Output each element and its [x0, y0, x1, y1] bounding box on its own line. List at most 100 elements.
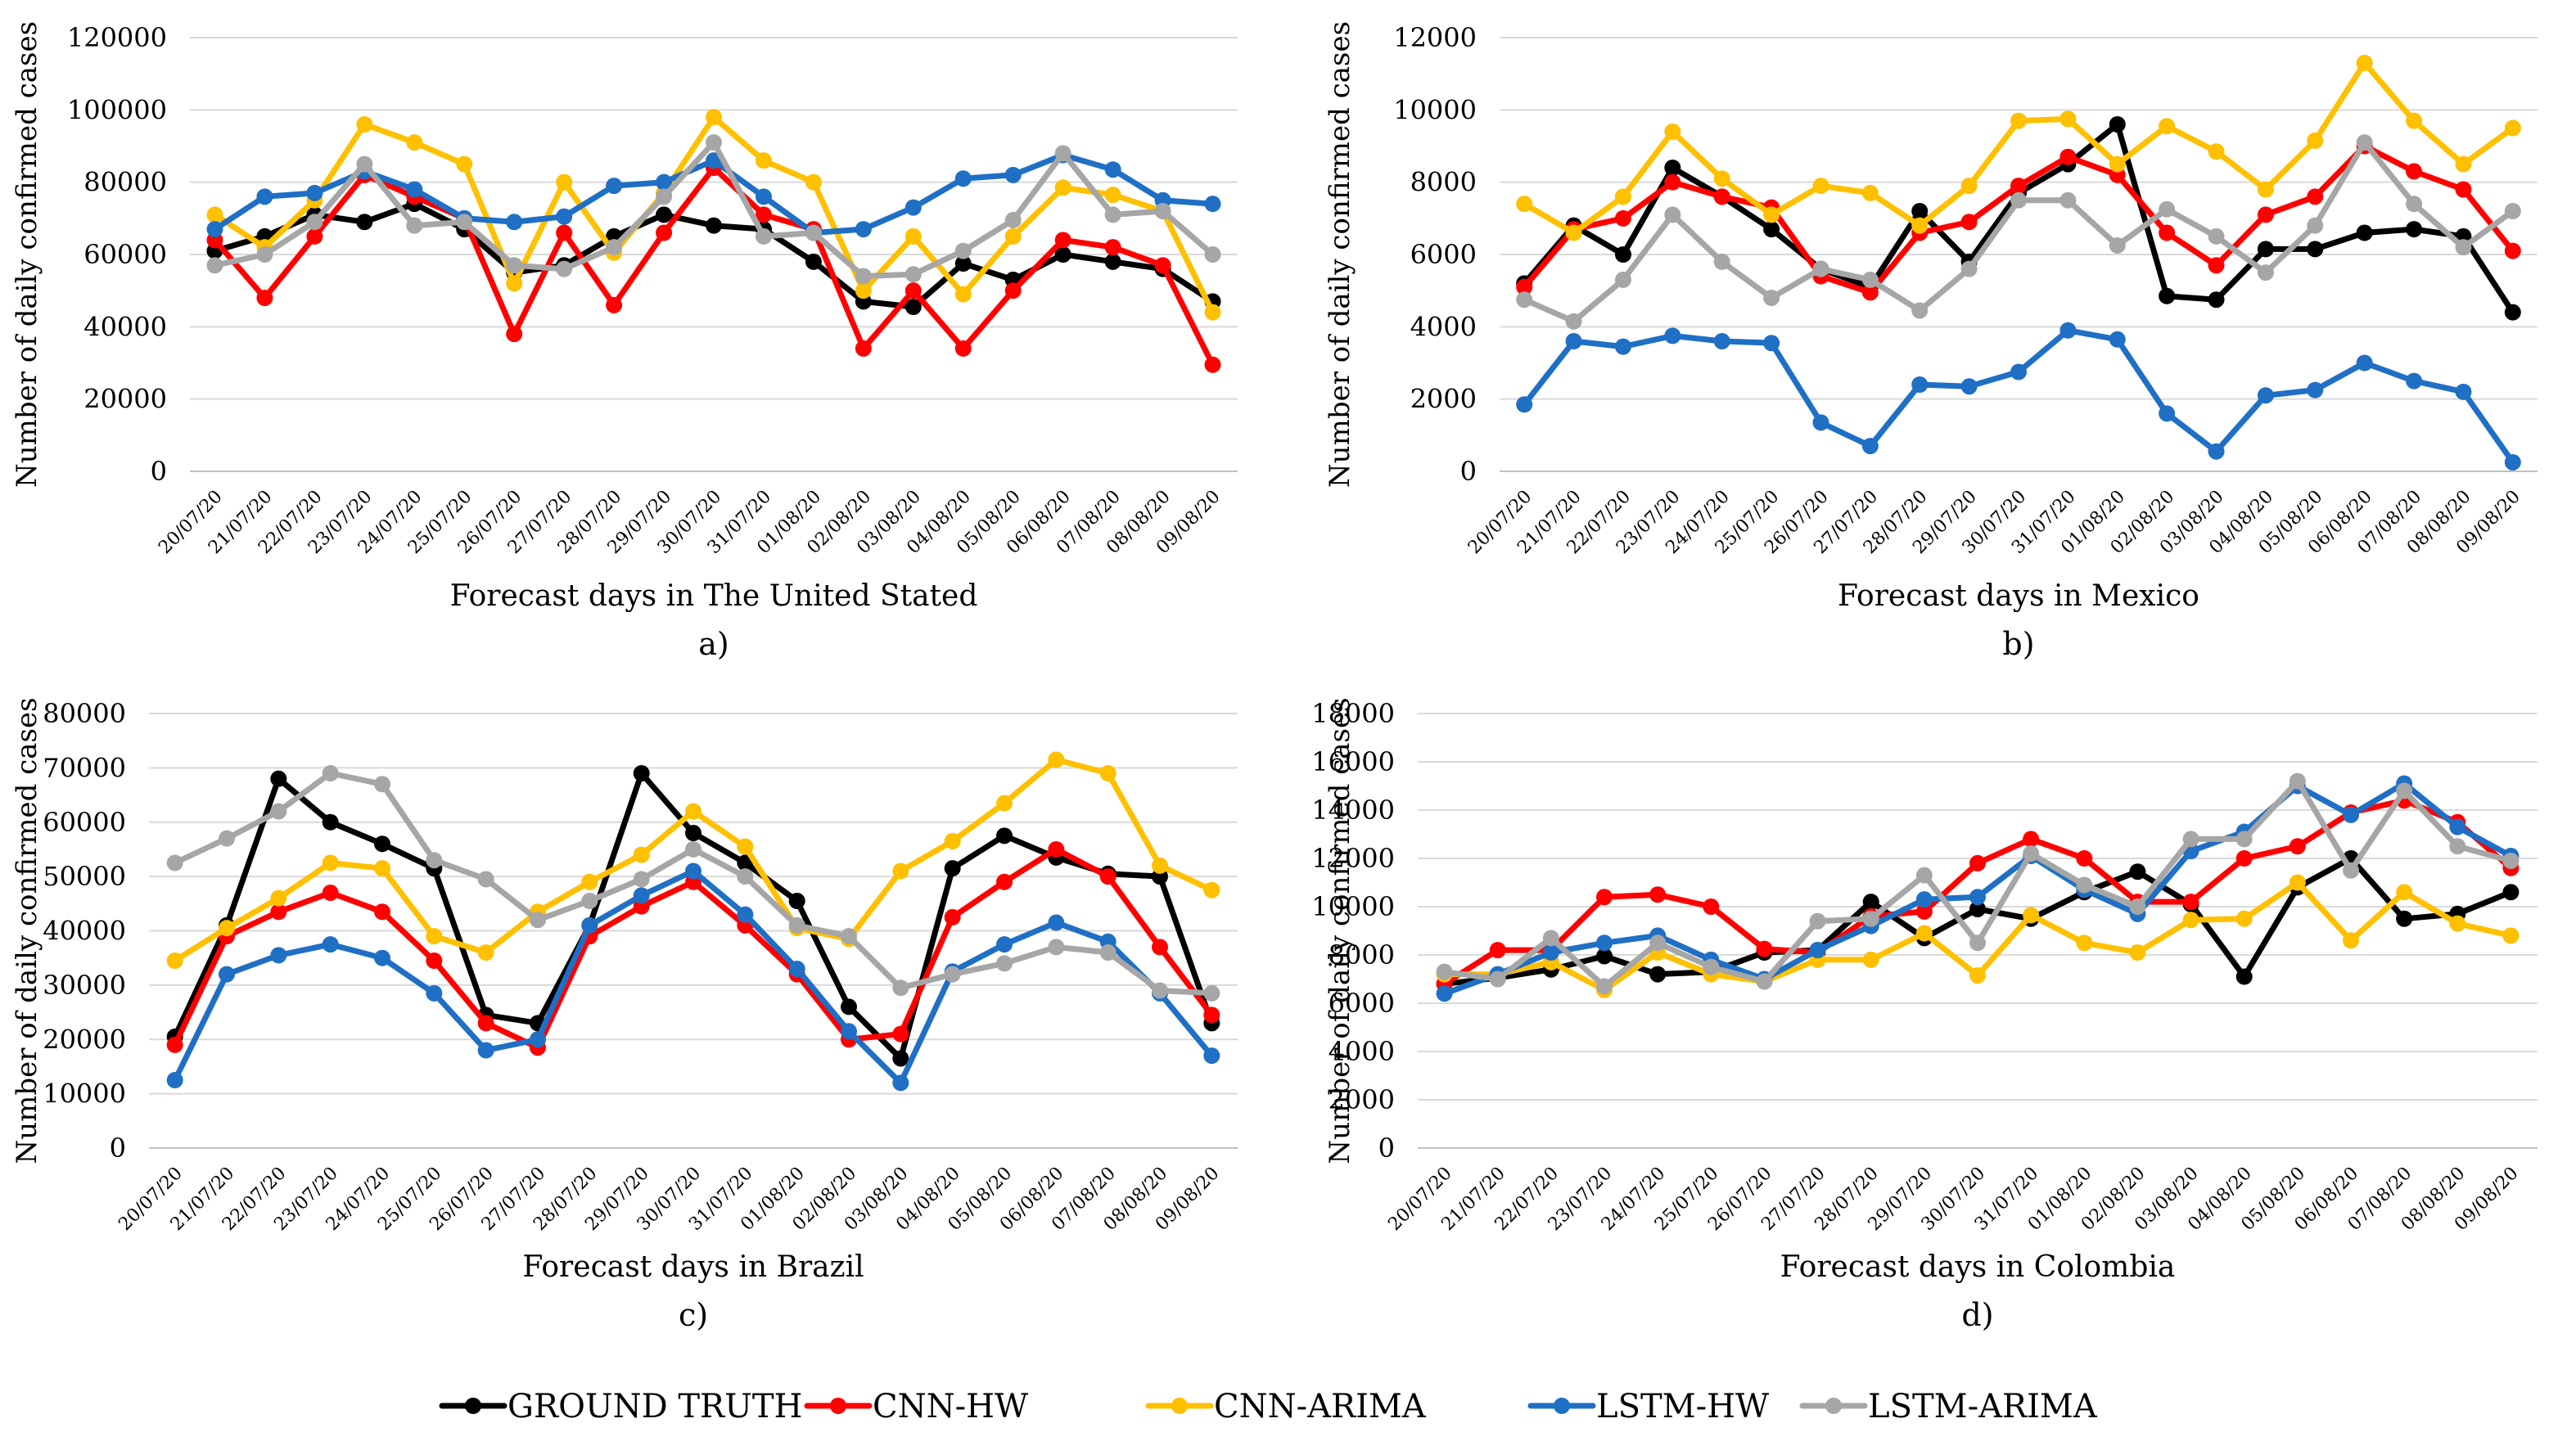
data-point-lstm-hw [530, 1031, 546, 1048]
data-point-lstm-arima [356, 155, 373, 173]
data-point-lstm-hw [1969, 889, 1986, 906]
data-point-cnn-arima [556, 173, 573, 191]
data-point-cnn-arima [1054, 179, 1071, 196]
data-point-lstm-arima [477, 871, 494, 888]
data-point-cnn-hw [2406, 163, 2423, 180]
data-point-cnn-hw [892, 1025, 909, 1042]
data-point-lstm-arima [954, 242, 972, 259]
panel-label: d) [1961, 1297, 1993, 1333]
data-point-lstm-arima [2129, 898, 2146, 915]
data-point-ground-truth [2356, 224, 2373, 241]
data-point-cnn-hw [1048, 840, 1065, 858]
data-point-cnn-arima [1664, 123, 1681, 140]
data-point-cnn-hw [2208, 257, 2225, 274]
data-point-cnn-arima [477, 944, 494, 961]
data-point-cnn-arima [1104, 187, 1121, 204]
data-point-lstm-arima [530, 912, 546, 929]
data-point-cnn-arima [206, 206, 223, 223]
data-point-cnn-arima [506, 275, 523, 292]
data-point-lstm-arima [1911, 302, 1929, 319]
data-point-lstm-hw [219, 966, 235, 983]
series-cnn-arima [166, 751, 1220, 970]
data-point-lstm-arima [166, 854, 183, 871]
data-point-cnn-hw [1703, 898, 1720, 915]
data-point-lstm-hw [206, 221, 223, 238]
data-point-cnn-hw [374, 903, 390, 921]
data-point-cnn-hw [426, 952, 443, 970]
legend-item-lstm-arima: LSTM-ARIMA [1799, 1388, 2098, 1425]
data-point-lstm-hw [2343, 806, 2359, 823]
data-point-ground-truth [2109, 116, 2126, 133]
y-tick-label: 8000 [1410, 167, 1477, 198]
data-point-cnn-arima [2182, 912, 2199, 929]
legend-label: CNN-ARIMA [1214, 1388, 1427, 1425]
data-point-lstm-arima [706, 134, 722, 151]
data-point-lstm-hw [374, 949, 390, 966]
data-point-lstm-arima [256, 246, 273, 263]
data-point-cnn-arima [1516, 196, 1533, 213]
data-point-cnn-arima [1911, 217, 1929, 234]
data-point-cnn-hw [2076, 850, 2093, 867]
y-tick-label: 10000 [1311, 891, 1395, 922]
data-point-ground-truth [737, 854, 754, 871]
data-point-lstm-arima [905, 266, 922, 283]
data-point-lstm-arima [2023, 845, 2040, 862]
data-point-ground-truth [892, 1050, 909, 1067]
data-point-cnn-arima [270, 889, 287, 907]
data-point-lstm-arima [2502, 852, 2520, 869]
data-point-ground-truth [1969, 900, 1986, 917]
data-point-ground-truth [633, 765, 650, 782]
data-point-lstm-hw [477, 1042, 494, 1059]
data-point-lstm-arima [1048, 939, 1065, 956]
y-tick-label: 100000 [67, 94, 167, 125]
data-point-lstm-arima [1915, 867, 1933, 884]
legend-label: CNN-HW [873, 1388, 1028, 1425]
data-point-cnn-arima [2257, 181, 2274, 198]
data-point-lstm-arima [2182, 831, 2199, 848]
data-point-cnn-hw [1489, 942, 1506, 959]
data-point-cnn-hw [1756, 940, 1773, 957]
data-point-lstm-arima [755, 227, 772, 245]
data-point-lstm-hw [2504, 453, 2521, 471]
data-point-ground-truth [788, 892, 805, 909]
data-point-ground-truth [1911, 203, 1929, 219]
data-point-lstm-arima [1862, 910, 1879, 927]
series-cnn-hw [166, 840, 1220, 1056]
x-axis-title: Forecast days in Mexico [1838, 579, 2199, 613]
data-point-lstm-hw [2406, 372, 2423, 390]
data-point-ground-truth [905, 299, 922, 316]
data-point-lstm-arima [1565, 313, 1582, 330]
data-point-lstm-arima [1152, 982, 1168, 999]
data-point-ground-truth [996, 827, 1013, 844]
data-point-lstm-arima [633, 871, 650, 888]
data-point-ground-truth [1763, 221, 1780, 238]
data-point-lstm-arima [306, 214, 323, 231]
data-point-ground-truth [2235, 968, 2253, 985]
data-point-lstm-arima [206, 257, 223, 274]
data-point-cnn-hw [1152, 939, 1168, 956]
data-point-cnn-hw [270, 903, 287, 921]
data-point-cnn-arima [2076, 934, 2093, 952]
chart-panel-c: 0 10000 20000 30000 40000 50000 60000 70000 8000… [11, 697, 1238, 1333]
data-point-lstm-arima [1596, 978, 1613, 995]
data-point-cnn-arima [1862, 951, 1879, 968]
data-point-cnn-arima [2129, 944, 2146, 961]
y-tick-label: 80000 [43, 698, 126, 729]
data-point-cnn-hw [2289, 838, 2306, 855]
data-point-lstm-arima [322, 765, 339, 782]
data-point-cnn-hw [1204, 356, 1221, 373]
data-point-lstm-hw [996, 936, 1013, 953]
legend-swatch-marker [465, 1398, 481, 1414]
data-point-ground-truth [954, 255, 972, 272]
data-point-lstm-arima [374, 776, 390, 793]
data-point-cnn-arima [944, 832, 961, 849]
y-tick-label: 80000 [83, 167, 167, 198]
data-point-cnn-arima [1565, 224, 1582, 241]
y-tick-label: 6000 [1410, 239, 1477, 270]
data-point-lstm-hw [2059, 322, 2077, 339]
data-point-lstm-hw [606, 178, 623, 195]
data-point-lstm-hw [1960, 378, 1978, 395]
y-axis-title: Number of daily confirmed cases [11, 21, 43, 488]
data-point-cnn-hw [322, 885, 339, 902]
y-tick-label: 18000 [1311, 698, 1395, 729]
